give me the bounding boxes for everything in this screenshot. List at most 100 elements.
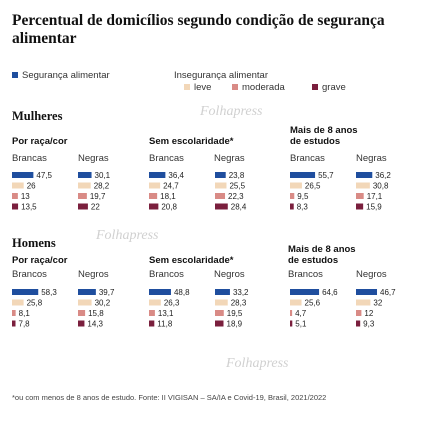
bar-moderada xyxy=(12,310,16,316)
bar-leve xyxy=(12,182,24,189)
data-label: 19,5 xyxy=(227,309,243,318)
bar-grave xyxy=(290,203,294,210)
watermark: Folhapress xyxy=(200,104,263,119)
bar-leve xyxy=(78,182,91,189)
legend-leve: leve xyxy=(184,82,211,93)
data-label: 36,4 xyxy=(168,171,184,180)
bar-leve xyxy=(356,182,370,189)
bar-seguranca xyxy=(78,289,96,295)
bar-moderada xyxy=(12,193,18,199)
data-label: 7,8 xyxy=(19,320,31,329)
data-label: 14,3 xyxy=(87,320,103,329)
series-label-homens-raca-brancos: Brancos xyxy=(12,269,47,280)
data-label: 25,8 xyxy=(27,299,43,308)
bar-seguranca xyxy=(149,289,171,295)
legend-grave: grave xyxy=(312,82,346,93)
data-label: 47,5 xyxy=(36,171,52,180)
bar-seguranca xyxy=(78,172,92,178)
legend-seguranca: Segurança alimentar xyxy=(12,70,110,81)
legend-seguranca-label: Segurança alimentar xyxy=(22,70,110,81)
bar-leve xyxy=(78,299,92,306)
data-label: 33,2 xyxy=(233,288,249,297)
data-label: 15,9 xyxy=(366,203,382,212)
data-label: 58,3 xyxy=(41,288,57,297)
data-label: 18,9 xyxy=(227,320,243,329)
data-label: 28,2 xyxy=(94,182,110,191)
legend-swatch-leve xyxy=(184,84,190,90)
legend-grave-label: grave xyxy=(322,82,346,93)
footnote: *ou com menos de 8 anos de estudo. Fonte… xyxy=(12,393,327,402)
data-label: 11,8 xyxy=(157,320,173,329)
bar-grave xyxy=(78,320,85,327)
data-label: 25,6 xyxy=(305,299,321,308)
data-label: 36,2 xyxy=(375,171,391,180)
legend-swatch-seguranca xyxy=(12,72,18,78)
bar-grave xyxy=(78,203,88,210)
bar-seguranca xyxy=(356,289,378,295)
bar-moderada xyxy=(78,193,87,199)
bar-seguranca xyxy=(290,172,316,178)
data-label: 32 xyxy=(373,299,382,308)
bar-grave xyxy=(149,203,159,210)
data-label: 8,3 xyxy=(297,203,309,212)
data-label: 24,7 xyxy=(163,182,179,191)
series-label-homens-raca-negros: Negros xyxy=(78,269,109,280)
group-title-mulheres-escolaridade: Sem escolaridade* xyxy=(149,136,234,147)
bar-leve xyxy=(215,182,227,189)
series-label-mulheres-esc-negras: Negras xyxy=(214,153,245,164)
bar-grave xyxy=(290,320,293,327)
data-label: 64,6 xyxy=(322,288,338,297)
data-label: 22 xyxy=(91,203,100,212)
group-title-mulheres-estudo: Mais de 8 anos de estudos xyxy=(290,125,358,147)
bar-moderada xyxy=(356,193,364,199)
bar-grave xyxy=(12,203,19,210)
bar-grave xyxy=(356,320,361,327)
group-title-mulheres-raca: Por raça/cor xyxy=(12,136,68,147)
data-label: 25,5 xyxy=(229,182,245,191)
series-label-mulheres-raca-brancas: Brancas xyxy=(12,153,47,164)
bar-grave xyxy=(12,320,16,327)
legend-moderada: moderada xyxy=(232,82,285,93)
series-label-mulheres-raca-negras: Negras xyxy=(78,153,109,164)
data-label: 23,8 xyxy=(229,171,245,180)
series-label-mulheres-est-brancas: Brancas xyxy=(290,153,325,164)
data-label: 17,1 xyxy=(367,192,383,201)
legend-leve-label: leve xyxy=(194,82,212,93)
data-label: 30,1 xyxy=(95,171,111,180)
data-label: 26,3 xyxy=(164,299,180,308)
bar-moderada xyxy=(149,193,158,199)
data-label: 30,8 xyxy=(373,182,389,191)
data-label: 4,7 xyxy=(295,309,307,318)
legend-inseguranca-label: Insegurança alimentar xyxy=(174,70,268,81)
data-label: 28,3 xyxy=(231,299,247,308)
watermark: Folhapress xyxy=(226,356,289,371)
series-label-homens-est-negros: Negros xyxy=(356,269,387,280)
bar-leve xyxy=(215,299,228,306)
bar-moderada xyxy=(290,193,295,199)
bar-seguranca xyxy=(356,172,373,178)
bar-moderada xyxy=(78,310,86,316)
bar-moderada xyxy=(149,310,155,316)
series-label-mulheres-est-negras: Negras xyxy=(356,153,387,164)
bar-moderada xyxy=(215,193,226,199)
data-label: 26 xyxy=(27,182,36,191)
section-title-mulheres: Mulheres xyxy=(12,109,63,123)
data-label: 48,8 xyxy=(174,288,190,297)
series-label-mulheres-esc-brancas: Brancas xyxy=(149,153,184,164)
legend-swatch-grave xyxy=(312,84,318,90)
data-label: 13 xyxy=(21,192,30,201)
data-label: 55,7 xyxy=(318,171,334,180)
series-label-homens-esc-negros: Negros xyxy=(214,269,245,280)
data-label: 28,4 xyxy=(231,203,247,212)
bar-seguranca xyxy=(149,172,166,178)
bar-grave xyxy=(215,203,228,210)
data-label: 5,1 xyxy=(295,320,307,329)
bar-grave xyxy=(149,320,155,327)
bar-leve xyxy=(290,182,302,189)
bar-moderada xyxy=(215,310,224,316)
bar-leve xyxy=(12,299,24,306)
data-label: 8,1 xyxy=(19,309,31,318)
bar-seguranca xyxy=(12,172,34,178)
bar-seguranca xyxy=(290,289,320,295)
